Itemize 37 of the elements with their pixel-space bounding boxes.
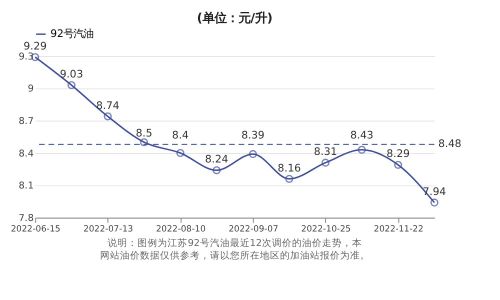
x-tick-label: 2022-11-22 <box>374 224 424 234</box>
x-tick-label: 2022-10-25 <box>301 224 351 234</box>
text: 说明：图例为江苏92号汽油最近12次调价的油价走势，本网站油价数据仅供参考，请以您所在地区的加油站报价为准。 <box>100 237 370 262</box>
point <box>248 150 257 158</box>
data-label: 8.29 <box>386 148 410 160</box>
point <box>176 148 184 158</box>
x-tick-label: 2022-06-15 <box>10 224 60 234</box>
y-tick-label: 8.1 <box>18 180 34 192</box>
y-tick-label: 9 <box>28 84 34 95</box>
point <box>285 174 294 183</box>
point <box>430 198 438 207</box>
legend-label: 92号汽油 <box>50 28 94 40</box>
point <box>212 166 221 174</box>
chart-title: (单位：元/升) <box>196 10 273 25</box>
data-label: 8.24 <box>205 154 229 166</box>
x-tick-label: 2022-09-07 <box>228 224 278 234</box>
data-label: 8.39 <box>241 130 265 142</box>
data-label: 9.29 <box>24 40 47 53</box>
point <box>104 112 112 120</box>
y-tick-label: 7.8 <box>18 212 34 224</box>
point <box>67 81 76 90</box>
data-label: 8.43 <box>350 130 374 142</box>
ref-line-label: 8.48 <box>438 138 462 150</box>
data-label: 8.5 <box>136 128 152 140</box>
point <box>394 160 402 169</box>
data-label: 8.4 <box>172 130 190 142</box>
data-label: 8.31 <box>314 146 338 158</box>
data-label: 9.03 <box>60 68 84 81</box>
point <box>358 146 366 154</box>
point <box>140 138 148 146</box>
point <box>322 158 330 167</box>
data-label: 8.74 <box>96 100 120 112</box>
data-label: 8.16 <box>278 162 301 174</box>
x-tick-label: 2022-07-13 <box>83 224 134 234</box>
x-tick-label: 2022-08-10 <box>156 224 206 234</box>
y-tick-label: 8.7 <box>18 116 34 128</box>
y-tick-label: 8.4 <box>18 148 34 160</box>
